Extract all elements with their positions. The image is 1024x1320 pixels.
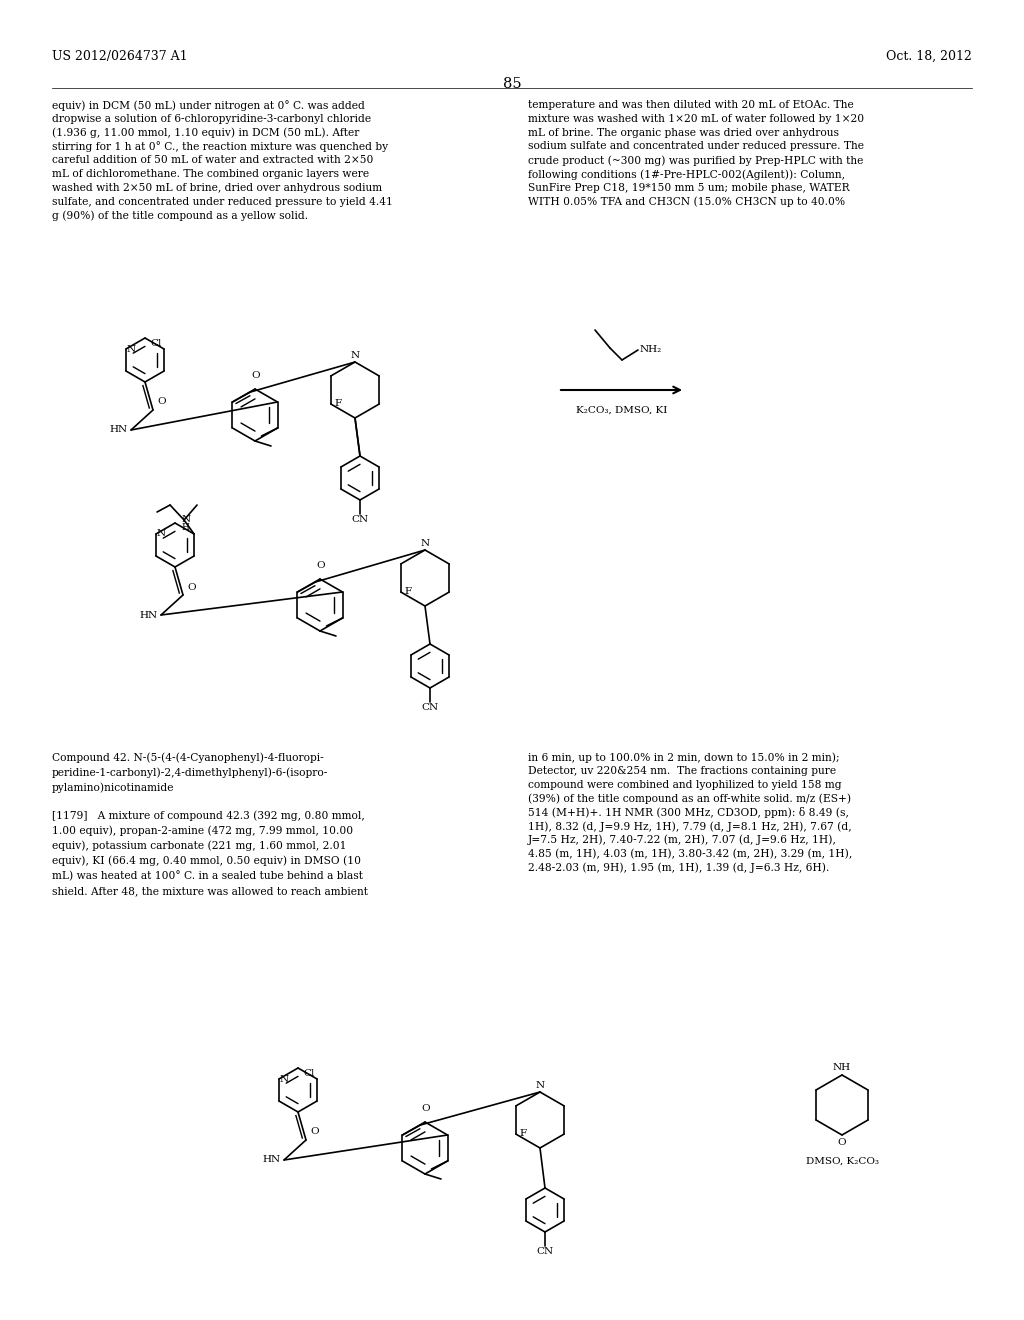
Text: Compound 42. N-(5-(4-(4-Cyanophenyl)-4-fluoropi-
peridine-1-carbonyl)-2,4-dimeth: Compound 42. N-(5-(4-(4-Cyanophenyl)-4-f…: [52, 752, 329, 793]
Text: O: O: [310, 1127, 318, 1137]
Text: H: H: [181, 523, 189, 532]
Text: following conditions (1#-Pre-HPLC-002(Agilent)): Column,: following conditions (1#-Pre-HPLC-002(Ag…: [528, 169, 845, 180]
Text: CN: CN: [351, 515, 369, 524]
Text: N: N: [182, 516, 191, 524]
Text: Cl: Cl: [304, 1069, 315, 1078]
Text: compound were combined and lyophilized to yield 158 mg: compound were combined and lyophilized t…: [528, 780, 842, 789]
Text: WITH 0.05% TFA and CH3CN (15.0% CH3CN up to 40.0%: WITH 0.05% TFA and CH3CN (15.0% CH3CN up…: [528, 197, 845, 207]
Text: (39%) of the title compound as an off-white solid. m/z (ES+): (39%) of the title compound as an off-wh…: [528, 793, 851, 804]
Text: CN: CN: [537, 1247, 554, 1257]
Text: F: F: [520, 1130, 527, 1138]
Text: F: F: [404, 587, 412, 597]
Text: dropwise a solution of 6-chloropyridine-3-carbonyl chloride: dropwise a solution of 6-chloropyridine-…: [52, 114, 371, 124]
Text: (1.936 g, 11.00 mmol, 1.10 equiv) in DCM (50 mL). After: (1.936 g, 11.00 mmol, 1.10 equiv) in DCM…: [52, 128, 359, 139]
Text: N: N: [421, 539, 429, 548]
Text: CN: CN: [422, 704, 438, 711]
Text: HN: HN: [110, 425, 128, 434]
Text: 2.48-2.03 (m, 9H), 1.95 (m, 1H), 1.39 (d, J=6.3 Hz, 6H).: 2.48-2.03 (m, 9H), 1.95 (m, 1H), 1.39 (d…: [528, 862, 829, 873]
Text: mL of brine. The organic phase was dried over anhydrous: mL of brine. The organic phase was dried…: [528, 128, 839, 137]
Text: Detector, uv 220&254 nm.  The fractions containing pure: Detector, uv 220&254 nm. The fractions c…: [528, 766, 837, 776]
Text: careful addition of 50 mL of water and extracted with 2×50: careful addition of 50 mL of water and e…: [52, 156, 374, 165]
Text: US 2012/0264737 A1: US 2012/0264737 A1: [52, 50, 187, 63]
Text: N: N: [536, 1081, 545, 1090]
Text: [1179]   A mixture of compound 42.3 (392 mg, 0.80 mmol,
1.00 equiv), propan-2-am: [1179] A mixture of compound 42.3 (392 m…: [52, 810, 368, 896]
Text: mL of dichloromethane. The combined organic layers were: mL of dichloromethane. The combined orga…: [52, 169, 369, 180]
Text: O: O: [252, 371, 260, 380]
Text: in 6 min, up to 100.0% in 2 min, down to 15.0% in 2 min);: in 6 min, up to 100.0% in 2 min, down to…: [528, 752, 840, 763]
Text: mixture was washed with 1×20 mL of water followed by 1×20: mixture was washed with 1×20 mL of water…: [528, 114, 864, 124]
Text: sulfate, and concentrated under reduced pressure to yield 4.41: sulfate, and concentrated under reduced …: [52, 197, 393, 207]
Text: N: N: [280, 1074, 289, 1084]
Text: O: O: [187, 582, 196, 591]
Text: sodium sulfate and concentrated under reduced pressure. The: sodium sulfate and concentrated under re…: [528, 141, 864, 152]
Text: J=7.5 Hz, 2H), 7.40-7.22 (m, 2H), 7.07 (d, J=9.6 Hz, 1H),: J=7.5 Hz, 2H), 7.40-7.22 (m, 2H), 7.07 (…: [528, 834, 837, 845]
Text: crude product (~300 mg) was purified by Prep-HPLC with the: crude product (~300 mg) was purified by …: [528, 156, 863, 166]
Text: K₂CO₃, DMSO, KI: K₂CO₃, DMSO, KI: [575, 407, 668, 414]
Text: 1H), 8.32 (d, J=9.9 Hz, 1H), 7.79 (d, J=8.1 Hz, 2H), 7.67 (d,: 1H), 8.32 (d, J=9.9 Hz, 1H), 7.79 (d, J=…: [528, 821, 852, 832]
Text: NH: NH: [833, 1063, 851, 1072]
Text: Oct. 18, 2012: Oct. 18, 2012: [886, 50, 972, 63]
Text: NH₂: NH₂: [640, 346, 663, 355]
Text: O: O: [838, 1138, 846, 1147]
Text: washed with 2×50 mL of brine, dried over anhydrous sodium: washed with 2×50 mL of brine, dried over…: [52, 182, 382, 193]
Text: O: O: [316, 561, 325, 570]
Text: Cl: Cl: [151, 339, 162, 348]
Text: DMSO, K₂CO₃: DMSO, K₂CO₃: [806, 1158, 879, 1166]
Text: equiv) in DCM (50 mL) under nitrogen at 0° C. was added: equiv) in DCM (50 mL) under nitrogen at …: [52, 100, 365, 111]
Text: g (90%) of the title compound as a yellow solid.: g (90%) of the title compound as a yello…: [52, 210, 308, 220]
Text: SunFire Prep C18, 19*150 mm 5 um; mobile phase, WATER: SunFire Prep C18, 19*150 mm 5 um; mobile…: [528, 182, 850, 193]
Text: temperature and was then diluted with 20 mL of EtOAc. The: temperature and was then diluted with 20…: [528, 100, 854, 110]
Text: 514 (M+H)+. 1H NMR (300 MHz, CD3OD, ppm): δ 8.49 (s,: 514 (M+H)+. 1H NMR (300 MHz, CD3OD, ppm)…: [528, 808, 849, 818]
Text: F: F: [335, 400, 342, 408]
Text: N: N: [350, 351, 359, 360]
Text: N: N: [157, 529, 166, 539]
Text: HN: HN: [263, 1155, 281, 1164]
Text: 4.85 (m, 1H), 4.03 (m, 1H), 3.80-3.42 (m, 2H), 3.29 (m, 1H),: 4.85 (m, 1H), 4.03 (m, 1H), 3.80-3.42 (m…: [528, 849, 852, 859]
Text: N: N: [127, 345, 136, 354]
Text: O: O: [422, 1104, 430, 1113]
Text: O: O: [157, 397, 166, 407]
Text: stirring for 1 h at 0° C., the reaction mixture was quenched by: stirring for 1 h at 0° C., the reaction …: [52, 141, 388, 152]
Text: HN: HN: [140, 610, 158, 619]
Text: 85: 85: [503, 77, 521, 91]
